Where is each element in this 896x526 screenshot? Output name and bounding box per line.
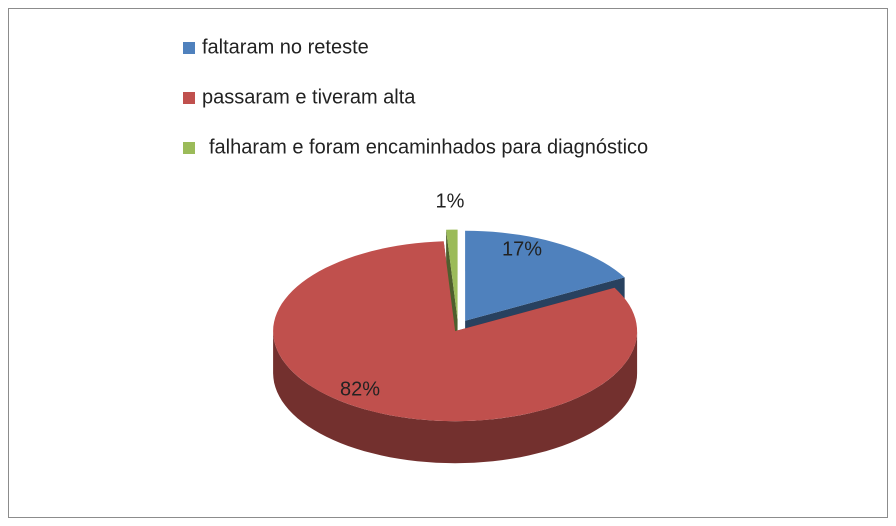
slice-side [273,331,638,464]
slice [446,229,458,320]
slice [273,241,638,422]
legend-swatch [183,92,195,104]
data-label: 82% [340,378,380,400]
legend-swatch [183,142,195,154]
slice [465,230,625,321]
legend-swatch [183,42,195,54]
legend-label: passaram e tiveram alta [202,86,416,108]
data-label: 17% [502,238,542,260]
data-label: 1% [436,190,465,212]
legend-label: faltaram no reteste [202,36,369,58]
legend-label: falharam e foram encaminhados para diagn… [209,136,648,158]
